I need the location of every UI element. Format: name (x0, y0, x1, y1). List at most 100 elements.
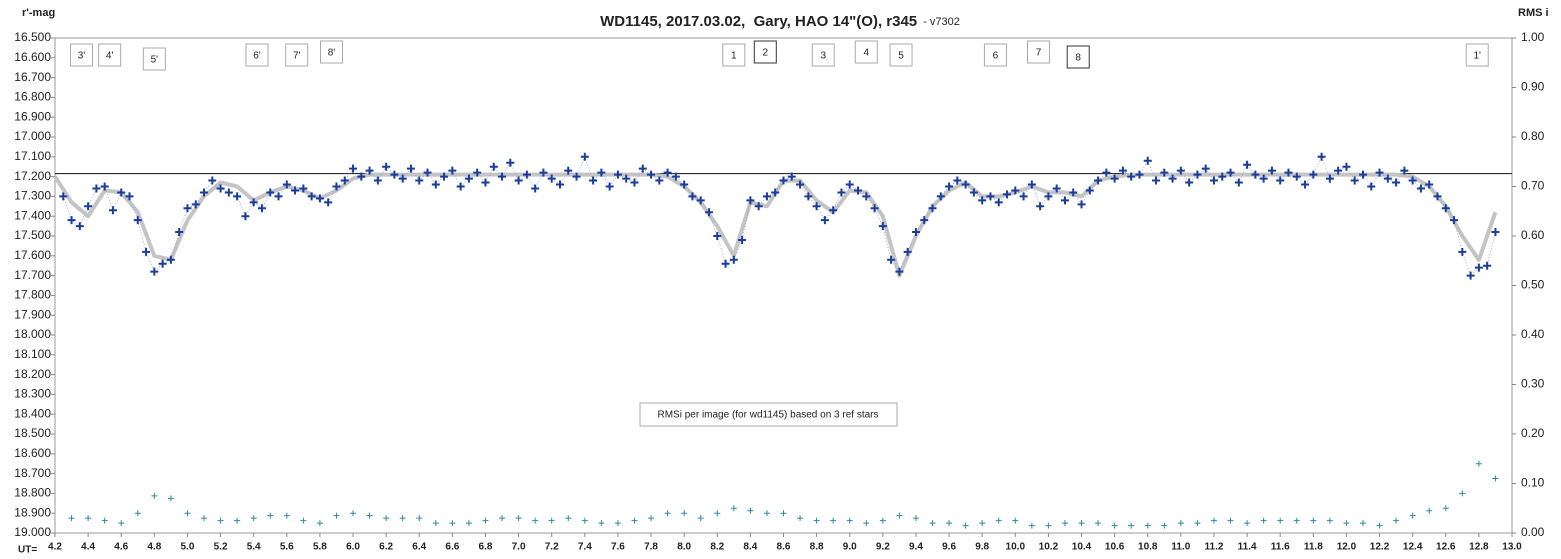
data-point (845, 180, 854, 189)
data-point (1152, 176, 1161, 185)
y-tick-label: 16.900 (14, 109, 51, 123)
rms-point (780, 510, 787, 517)
data-point (431, 180, 440, 189)
rms-point (383, 515, 390, 522)
rms-point (631, 517, 638, 524)
event-box (285, 43, 309, 67)
x-tick-label: 12.8 (1469, 542, 1489, 553)
data-point (498, 172, 507, 181)
data-point (812, 202, 821, 211)
rms-point (664, 510, 671, 517)
data-point (1350, 176, 1359, 185)
event-label: 1 (731, 51, 737, 62)
data-point (613, 170, 622, 179)
data-point (1267, 166, 1276, 175)
data-point (837, 188, 846, 197)
data-point (1408, 176, 1417, 185)
data-point (547, 174, 556, 183)
data-point (398, 174, 407, 183)
data-point (1301, 180, 1310, 189)
data-point (589, 176, 598, 185)
rms-point (465, 520, 472, 527)
event-label: 5 (898, 51, 904, 62)
x-tick-label: 7.2 (545, 542, 559, 553)
rms-point (1310, 517, 1317, 524)
data-point (67, 216, 76, 225)
data-point (357, 172, 366, 181)
data-point (1317, 152, 1326, 161)
x-tick-label: 10.2 (1039, 542, 1059, 553)
x-tick-label: 6.2 (379, 542, 393, 553)
event-box (811, 43, 835, 67)
data-point (1069, 188, 1078, 197)
data-point (415, 176, 424, 185)
data-point (903, 247, 912, 256)
data-point (117, 188, 126, 197)
rms-point (1028, 522, 1035, 529)
data-point (721, 259, 730, 268)
data-point (531, 184, 540, 193)
data-point (605, 182, 614, 191)
rms-point (1492, 475, 1499, 482)
rms-point (167, 495, 174, 502)
data-point (1425, 180, 1434, 189)
event-box (889, 43, 913, 67)
data-point (920, 216, 929, 225)
rms-point (1426, 507, 1433, 514)
rms-point (499, 515, 506, 522)
data-point (274, 192, 283, 201)
event-label: 3' (78, 51, 86, 62)
event-label: 2 (763, 48, 769, 59)
rms-point (946, 520, 953, 527)
rms-point (267, 512, 274, 519)
x-tick-label: 11.4 (1238, 542, 1257, 553)
data-point (1325, 174, 1334, 183)
rms-point (234, 517, 241, 524)
data-point (191, 200, 200, 209)
data-point (961, 180, 970, 189)
rms-point (648, 515, 655, 522)
data-point (1458, 247, 1467, 256)
rms-point (399, 515, 406, 522)
y-tick-label: 17.200 (14, 169, 51, 183)
y-tick-label: 18.700 (14, 466, 51, 480)
data-point (1118, 166, 1127, 175)
data-point (1226, 168, 1235, 177)
data-point (365, 166, 374, 175)
rms-point (714, 510, 721, 517)
rms-point (1326, 517, 1333, 524)
rms-point (118, 520, 125, 527)
data-point (233, 192, 242, 201)
x-tick-label: 6.4 (412, 542, 426, 553)
data-point (1176, 166, 1185, 175)
rms-point (929, 520, 936, 527)
data-point (663, 168, 672, 177)
data-point (754, 202, 763, 211)
data-point (423, 168, 432, 177)
data-point (1060, 196, 1069, 205)
x-tick-label: 8.4 (743, 542, 757, 553)
rms-point (863, 520, 870, 527)
rms-point (896, 512, 903, 519)
rms-point (995, 517, 1002, 524)
data-point (969, 188, 978, 197)
rms-point (565, 515, 572, 522)
x-tick-label: 6.8 (479, 542, 493, 553)
data-point (456, 182, 465, 191)
data-point (315, 194, 324, 203)
x-tick-label: 10.0 (1006, 542, 1026, 553)
data-point (158, 259, 167, 268)
x-tick-label: 6.0 (346, 542, 360, 553)
rms-point (316, 520, 323, 527)
data-point (994, 198, 1003, 207)
data-point (1491, 228, 1500, 237)
data-point (779, 176, 788, 185)
data-point (1102, 168, 1111, 177)
data-point (514, 176, 523, 185)
data-point (854, 186, 863, 195)
data-point (1466, 271, 1475, 280)
data-point (1433, 192, 1442, 201)
rms-point (333, 512, 340, 519)
y2-axis-label: RMS i (1518, 7, 1549, 19)
